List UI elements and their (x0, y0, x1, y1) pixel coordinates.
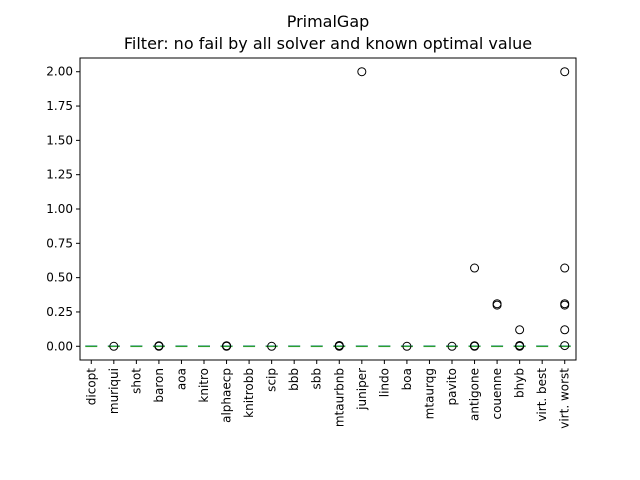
x-tick-label: knitro (197, 368, 211, 403)
outlier-point (357, 67, 367, 77)
y-tick-label: 1.50 (46, 133, 73, 147)
x-tick-label: alphaecp (220, 368, 234, 423)
x-tick-label: mtaurqg (422, 368, 436, 419)
x-tick-label: mtaurbnb (332, 368, 346, 427)
x-tick-label: lindo (377, 368, 391, 397)
x-tick-label: baron (152, 368, 166, 403)
y-tick-label: 0.50 (46, 271, 73, 285)
outlier-point (267, 341, 277, 351)
outlier-point (515, 325, 525, 335)
x-tick-label: shot (129, 368, 143, 394)
outlier-point (447, 341, 457, 351)
x-tick-label: antigone (468, 368, 482, 421)
x-tick-label: boa (400, 368, 414, 390)
outlier-point (222, 341, 232, 351)
outlier-point (334, 340, 344, 350)
y-tick-label: 0.00 (46, 339, 73, 353)
outlier-point (470, 263, 480, 273)
x-tick-label: virt. worst (558, 368, 572, 429)
chart-title: PrimalGap (287, 12, 370, 31)
x-tick-label: couenne (490, 368, 504, 420)
x-tick-label: juniper (355, 368, 369, 411)
x-tick-label: aoa (174, 368, 188, 390)
x-tick-label: bbb (287, 368, 301, 391)
outlier-point (560, 341, 570, 351)
x-tick-label: dicopt (84, 368, 98, 406)
x-tick-label: muriqui (107, 368, 121, 414)
x-tick-label: scip (265, 368, 279, 392)
outlier-point (560, 263, 570, 273)
outlier-point (560, 299, 570, 309)
outlier-point (515, 340, 525, 350)
y-tick-label: 1.00 (46, 202, 73, 216)
outlier-point (492, 299, 502, 309)
x-tick-label: knitrobb (242, 368, 256, 418)
outlier-point (560, 325, 570, 335)
outlier-point (560, 67, 570, 77)
x-tick-label: virt. best (535, 368, 549, 422)
x-tick-label: sbb (310, 368, 324, 390)
x-tick-label: pavito (445, 368, 459, 405)
outlier-point (402, 341, 412, 351)
y-tick-label: 1.25 (46, 168, 73, 182)
y-tick-label: 0.75 (46, 236, 73, 250)
x-tick-label: bhyb (513, 368, 527, 398)
y-tick-label: 1.75 (46, 99, 73, 113)
plot-frame (79, 57, 577, 361)
y-tick-label: 2.00 (46, 65, 73, 79)
y-tick-label: 0.25 (46, 305, 73, 319)
outlier-point (470, 341, 480, 351)
chart-subtitle: Filter: no fail by all solver and known … (124, 34, 532, 53)
outlier-point (154, 341, 164, 351)
outlier-point (109, 341, 119, 351)
